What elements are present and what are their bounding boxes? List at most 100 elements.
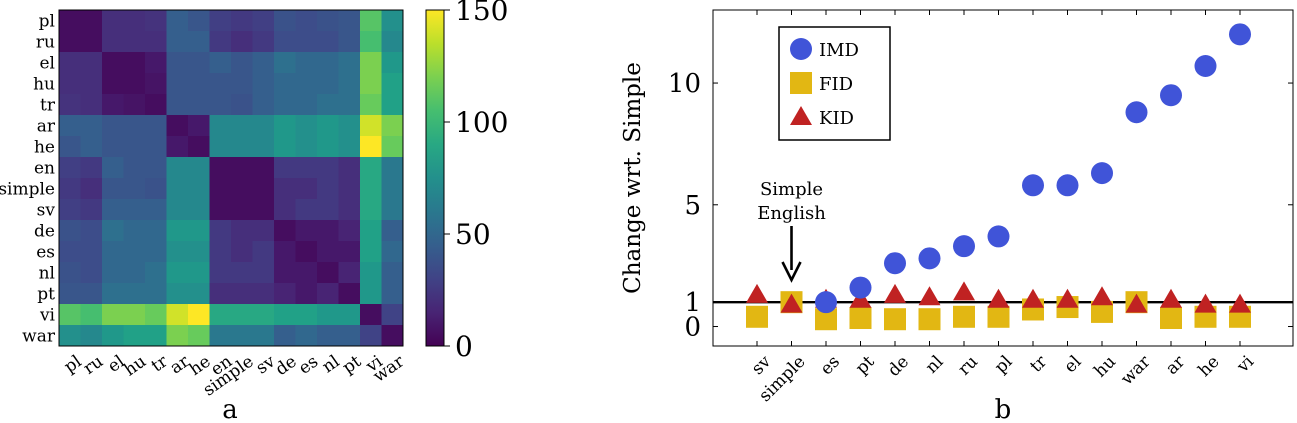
heatmap-cell [59, 73, 81, 95]
heatmap-cell [317, 199, 339, 221]
heatmap-cell [188, 241, 210, 263]
heatmap-cell [102, 10, 124, 32]
heatmap-cell [317, 325, 339, 347]
heatmap-cell [145, 10, 167, 32]
heatmap-cell [166, 241, 189, 263]
legend-label: IMD [819, 40, 859, 61]
colorbar-tick-label: 150 [455, 0, 508, 27]
heatmap-cell [188, 10, 210, 32]
imd-point [815, 291, 837, 314]
kid-point [987, 288, 1010, 308]
kid-point [1229, 293, 1251, 313]
heatmap-cell [209, 283, 232, 305]
heatmap-cell [295, 10, 318, 32]
heatmap-cell [252, 73, 275, 95]
fid-point [884, 308, 906, 331]
heatmap-row-label: tr [40, 96, 56, 116]
heatmap-cell [80, 241, 103, 263]
heatmap-cell [188, 178, 210, 200]
heatmap-cell [338, 304, 361, 326]
heatmap-cell [338, 115, 361, 137]
heatmap-cell [317, 136, 339, 158]
heatmap-cell [59, 283, 81, 305]
heatmap-cell [59, 304, 81, 326]
kid-point [1091, 286, 1113, 306]
imd-point [1125, 101, 1148, 124]
legend-label: FID [819, 74, 853, 95]
heatmap-cell [381, 283, 404, 305]
imd-point [849, 276, 872, 299]
heatmap-cell [295, 157, 318, 179]
heatmap-cell [145, 31, 167, 53]
kid-point [1056, 288, 1079, 308]
heatmap-cell [338, 157, 361, 179]
heatmap-cell [381, 73, 404, 95]
heatmap-cell [209, 10, 232, 32]
heatmap-cell [360, 10, 382, 32]
heatmap-cell [295, 220, 318, 242]
heatmap-cell [338, 283, 361, 305]
heatmap-cell [231, 283, 253, 305]
y-tick-label: 5 [684, 191, 701, 221]
heatmap-cell [381, 178, 404, 200]
x-tick-label: pl [991, 352, 1017, 378]
heatmap-cell [145, 262, 167, 284]
heatmap-cell [123, 283, 146, 305]
heatmap-cell [338, 52, 361, 74]
heatmap-cell [145, 325, 167, 347]
heatmap-row-label: ar [37, 117, 56, 137]
heatmap-cell [102, 304, 124, 326]
heatmap-cell [209, 241, 232, 263]
heatmap-cell [274, 283, 296, 305]
heatmap-cell [252, 94, 275, 116]
kid-point [953, 281, 975, 301]
heatmap-cell [209, 94, 232, 116]
heatmap-cell [188, 262, 210, 284]
heatmap-row-label: de [34, 222, 55, 242]
heatmap-cell [80, 73, 103, 95]
fid-point [849, 307, 872, 329]
heatmap-cell [123, 136, 146, 158]
heatmap-cell [145, 304, 167, 326]
y-tick-label: 1 [684, 288, 701, 318]
heatmap-cell [317, 262, 339, 284]
heatmap-cells [59, 10, 404, 347]
heatmap-cell [123, 73, 146, 95]
heatmap-cell [59, 10, 81, 32]
heatmap-cell [188, 52, 210, 74]
heatmap-cell [80, 10, 103, 32]
heatmap-cell [317, 220, 339, 242]
heatmap-cell [252, 325, 275, 347]
x-tick-label: el [1060, 352, 1085, 377]
heatmap-col-label: es [295, 352, 322, 379]
series-kid [746, 281, 1251, 313]
kid-point [1125, 293, 1148, 313]
heatmap-cell [102, 220, 124, 242]
heatmap-cell [209, 115, 232, 137]
colorbar-tick-label: 50 [455, 218, 491, 251]
heatmap-cell [145, 94, 167, 116]
heatmap-cell [166, 136, 189, 158]
heatmap-cell [338, 73, 361, 95]
heatmap-cell [145, 283, 167, 305]
heatmap-cell [360, 304, 382, 326]
kid-point [1194, 293, 1217, 313]
heatmap-cell [231, 304, 253, 326]
heatmap-col-label: ru [80, 352, 107, 379]
x-tick-label: ru [954, 352, 982, 380]
heatmap-cell [295, 199, 318, 221]
panel-label-a: a [222, 395, 238, 423]
heatmap-col-label: hu [121, 352, 150, 381]
heatmap-cell [338, 199, 361, 221]
heatmap-cell [123, 157, 146, 179]
heatmap-cell [80, 136, 103, 158]
heatmap-cell [188, 283, 210, 305]
heatmap-cell [59, 136, 81, 158]
heatmap-cell [80, 199, 103, 221]
heatmap-cell [231, 262, 253, 284]
heatmap-cell [80, 283, 103, 305]
kid-point [884, 283, 906, 303]
heatmap-cell [295, 73, 318, 95]
heatmap-cell [360, 115, 382, 137]
heatmap-cell [80, 157, 103, 179]
